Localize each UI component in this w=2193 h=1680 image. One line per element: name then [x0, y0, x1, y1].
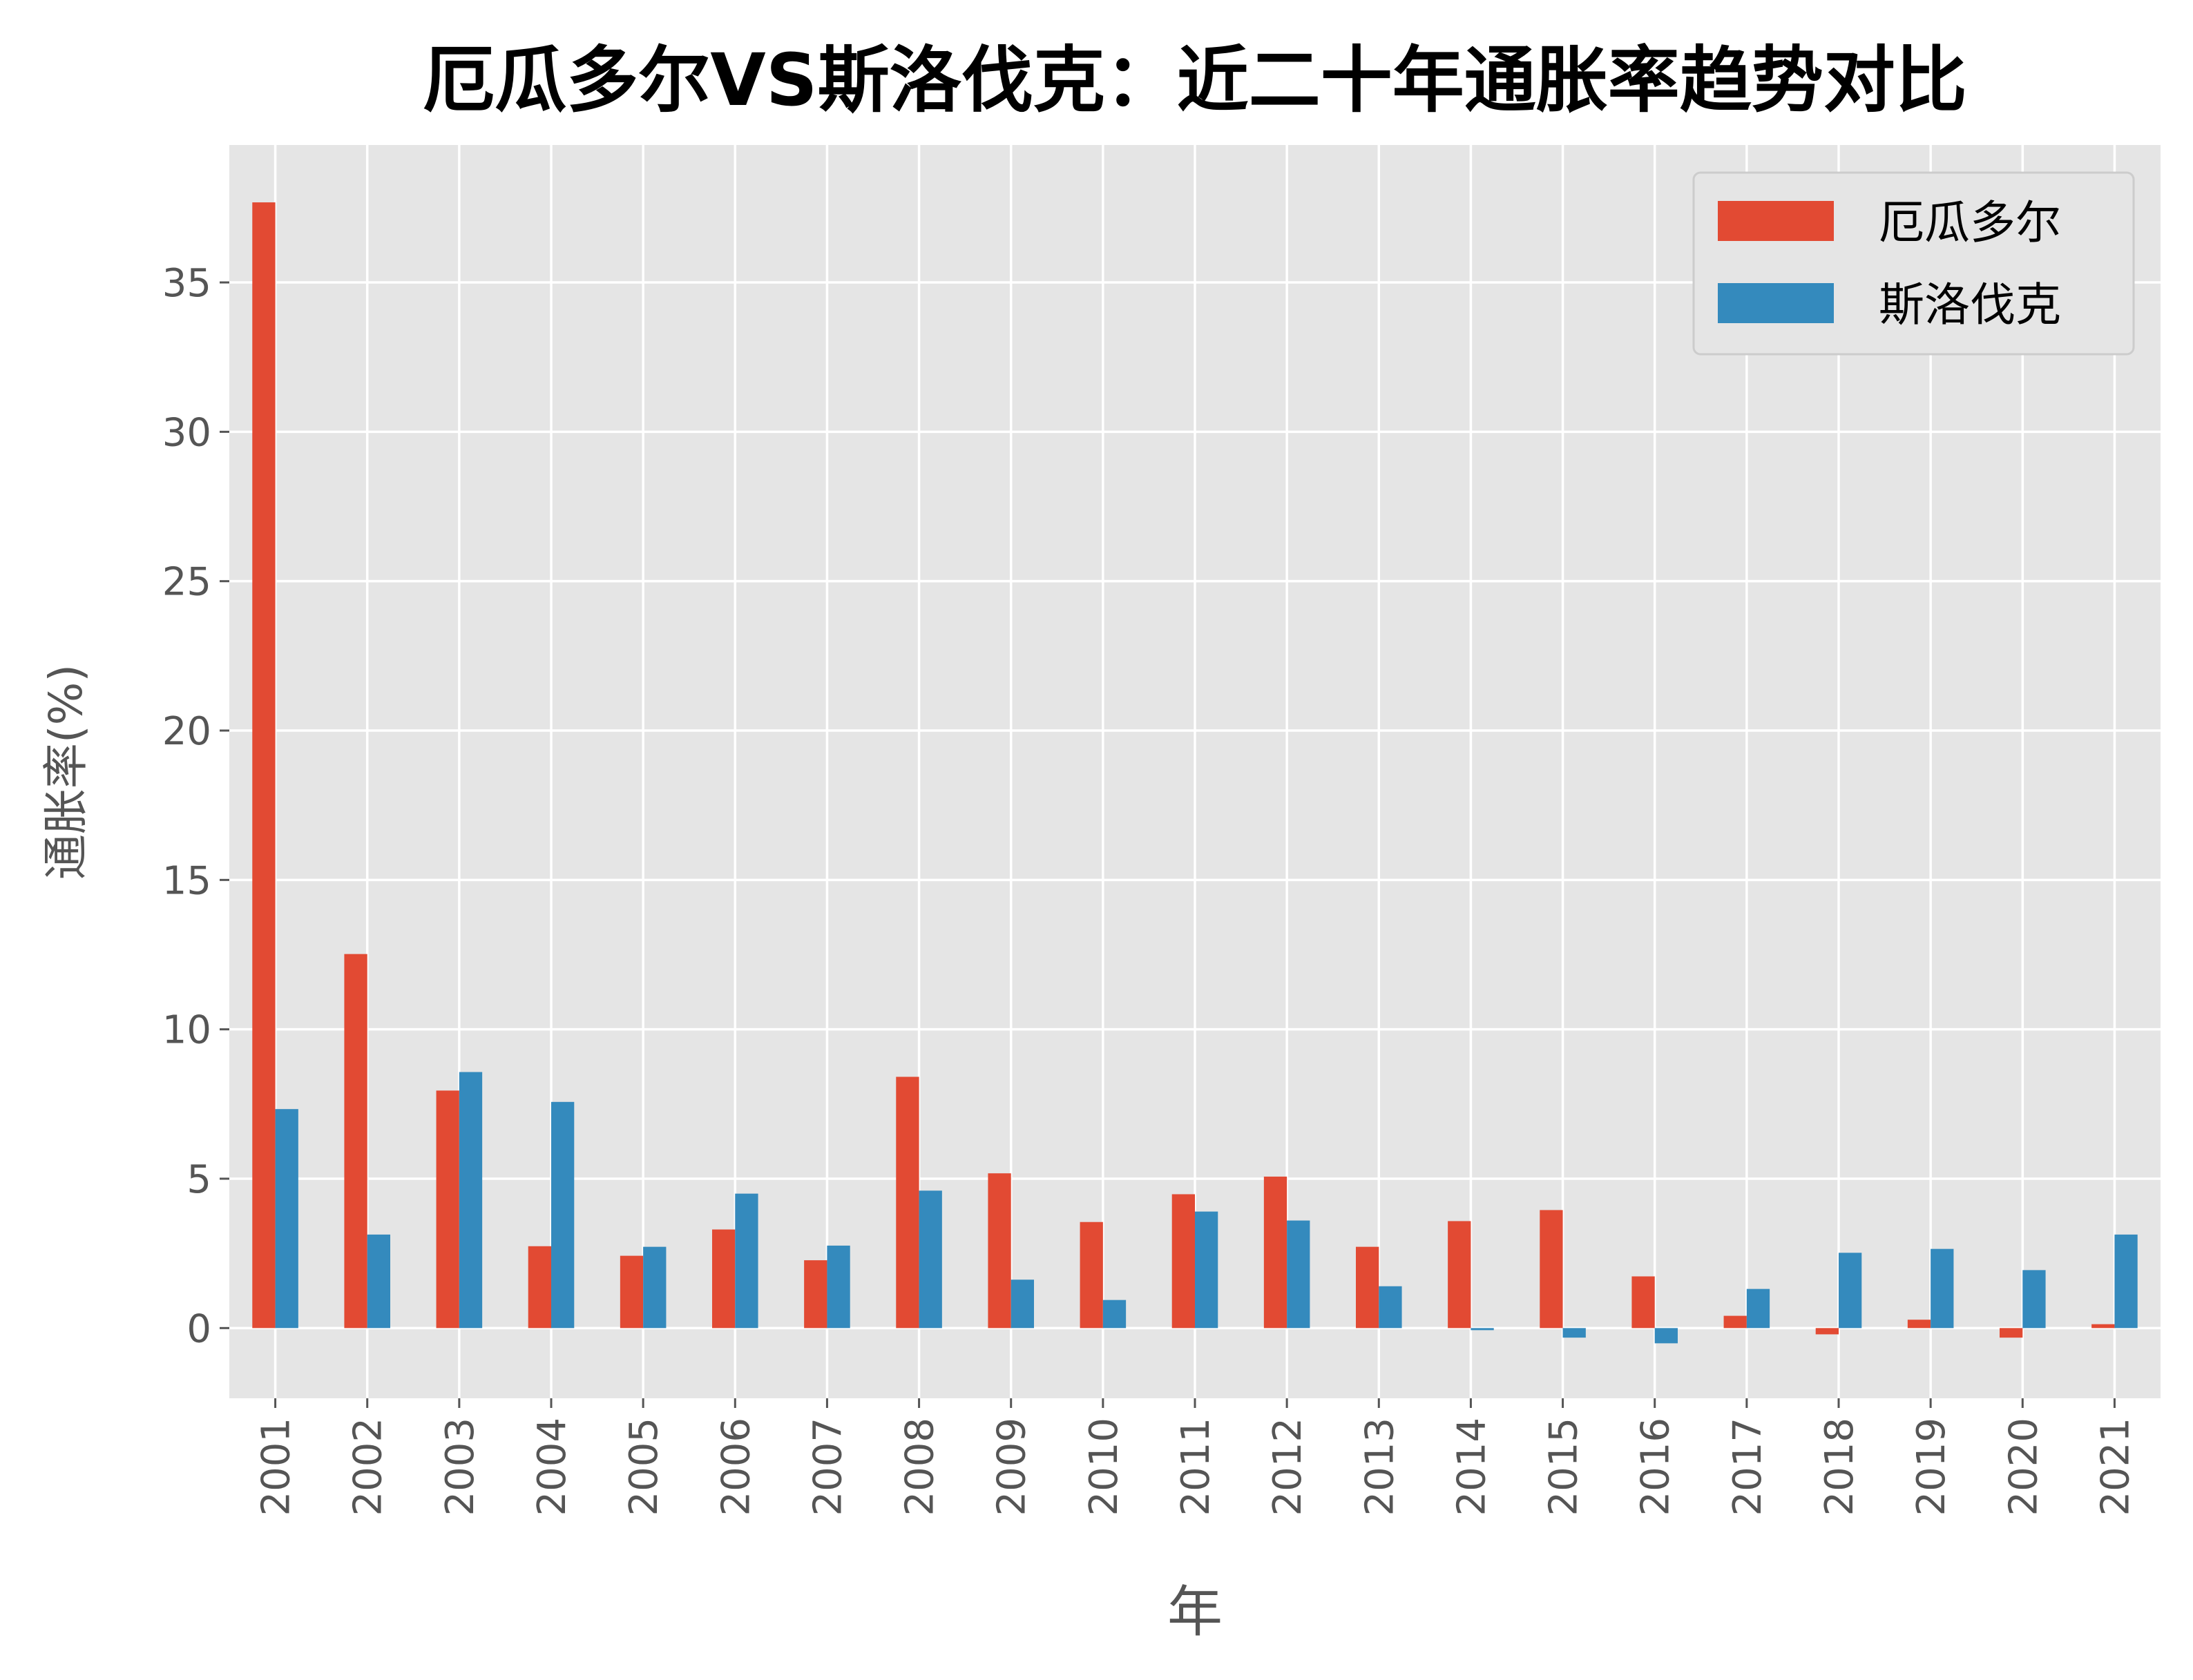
- x-tick-label: 2021: [2093, 1418, 2138, 1516]
- y-tick-label: 30: [162, 410, 211, 455]
- x-tick-label: 2001: [254, 1418, 299, 1516]
- x-tick-label: 2016: [1634, 1418, 1678, 1516]
- bar-ecuador-2007: [804, 1260, 827, 1329]
- legend-label-ecuador: 厄瓜多尔: [1879, 196, 2061, 249]
- bar-slovakia-2017: [1746, 1288, 1770, 1329]
- bar-slovakia-2019: [1931, 1248, 1954, 1329]
- bar-slovakia-2010: [1102, 1300, 1127, 1329]
- x-axis-label: 年: [1167, 1580, 1223, 1644]
- bar-ecuador-2020: [2000, 1328, 2023, 1338]
- bar-ecuador-2014: [1448, 1221, 1471, 1329]
- x-tick-label: 2002: [346, 1418, 391, 1516]
- bar-ecuador-2009: [988, 1173, 1011, 1329]
- bar-ecuador-2017: [1723, 1315, 1747, 1329]
- bar-ecuador-2008: [896, 1076, 919, 1329]
- y-axis-label: 通胀率(%): [39, 664, 93, 880]
- bar-slovakia-2004: [551, 1101, 575, 1329]
- bar-ecuador-2019: [1907, 1320, 1931, 1329]
- chart-title: 厄瓜多尔VS斯洛伐克：近二十年通胀率趋势对比: [423, 38, 1966, 122]
- bar-ecuador-2018: [1815, 1328, 1839, 1335]
- x-tick-label: 2008: [898, 1418, 943, 1516]
- bar-slovakia-2007: [827, 1245, 850, 1329]
- bar-ecuador-2004: [528, 1246, 551, 1329]
- x-tick-label: 2017: [1725, 1418, 1770, 1516]
- bar-ecuador-2001: [252, 202, 276, 1329]
- bar-slovakia-2003: [459, 1072, 483, 1329]
- x-tick-label: 2009: [990, 1418, 1035, 1516]
- x-tick-label: 2018: [1817, 1418, 1862, 1516]
- bar-slovakia-2001: [275, 1109, 298, 1329]
- bar-slovakia-2013: [1379, 1286, 1402, 1329]
- bar-slovakia-2021: [2114, 1234, 2138, 1329]
- bar-slovakia-2002: [367, 1234, 390, 1329]
- x-tick-label: 2006: [714, 1418, 758, 1516]
- legend-swatch-ecuador: [1718, 201, 1834, 241]
- bar-slovakia-2020: [2022, 1270, 2046, 1329]
- bar-ecuador-2016: [1631, 1276, 1655, 1329]
- bar-ecuador-2005: [620, 1255, 644, 1329]
- bar-slovakia-2011: [1195, 1211, 1218, 1329]
- y-tick-label: 35: [162, 261, 211, 306]
- x-tick-label: 2014: [1449, 1418, 1494, 1516]
- x-tick-label: 2010: [1082, 1418, 1127, 1516]
- bar-ecuador-2012: [1263, 1176, 1287, 1329]
- x-tick-label: 2020: [2001, 1418, 2046, 1516]
- bar-slovakia-2006: [735, 1193, 758, 1329]
- legend-swatch-slovakia: [1718, 283, 1834, 323]
- x-tick-label: 2012: [1265, 1418, 1310, 1516]
- bar-ecuador-2002: [344, 954, 367, 1329]
- bar-slovakia-2015: [1562, 1328, 1586, 1338]
- bar-ecuador-2003: [436, 1090, 459, 1329]
- bar-ecuador-2010: [1080, 1222, 1103, 1329]
- y-tick-label: 0: [186, 1306, 211, 1351]
- bar-slovakia-2009: [1011, 1280, 1034, 1329]
- x-tick-label: 2019: [1909, 1418, 1954, 1516]
- x-tick-label: 2005: [622, 1418, 667, 1516]
- bar-slovakia-2016: [1654, 1328, 1678, 1344]
- legend-label-slovakia: 斯洛伐克: [1879, 278, 2061, 331]
- bar-slovakia-2014: [1471, 1328, 1494, 1331]
- bar-slovakia-2018: [1839, 1253, 1862, 1329]
- y-tick-label: 20: [162, 709, 211, 754]
- bar-ecuador-2006: [712, 1229, 736, 1329]
- x-tick-label: 2011: [1174, 1418, 1218, 1516]
- x-tick-label: 2004: [530, 1418, 575, 1516]
- y-tick-label: 10: [162, 1008, 211, 1053]
- bar-ecuador-2021: [2091, 1324, 2115, 1329]
- bar-ecuador-2013: [1356, 1246, 1379, 1329]
- bar-ecuador-2015: [1540, 1210, 1563, 1329]
- x-tick-label: 2013: [1357, 1418, 1402, 1516]
- x-tick-label: 2007: [805, 1418, 850, 1516]
- x-tick-label: 2003: [438, 1418, 483, 1516]
- y-tick-label: 15: [162, 858, 211, 903]
- y-tick-label: 25: [162, 560, 211, 605]
- bar-slovakia-2008: [919, 1190, 942, 1329]
- bar-ecuador-2011: [1171, 1194, 1195, 1329]
- bar-slovakia-2012: [1287, 1220, 1310, 1329]
- y-tick-label: 5: [186, 1157, 211, 1202]
- x-tick-label: 2015: [1542, 1418, 1587, 1516]
- legend: 厄瓜多尔 斯洛伐克: [1692, 171, 2135, 356]
- bar-slovakia-2005: [643, 1246, 667, 1329]
